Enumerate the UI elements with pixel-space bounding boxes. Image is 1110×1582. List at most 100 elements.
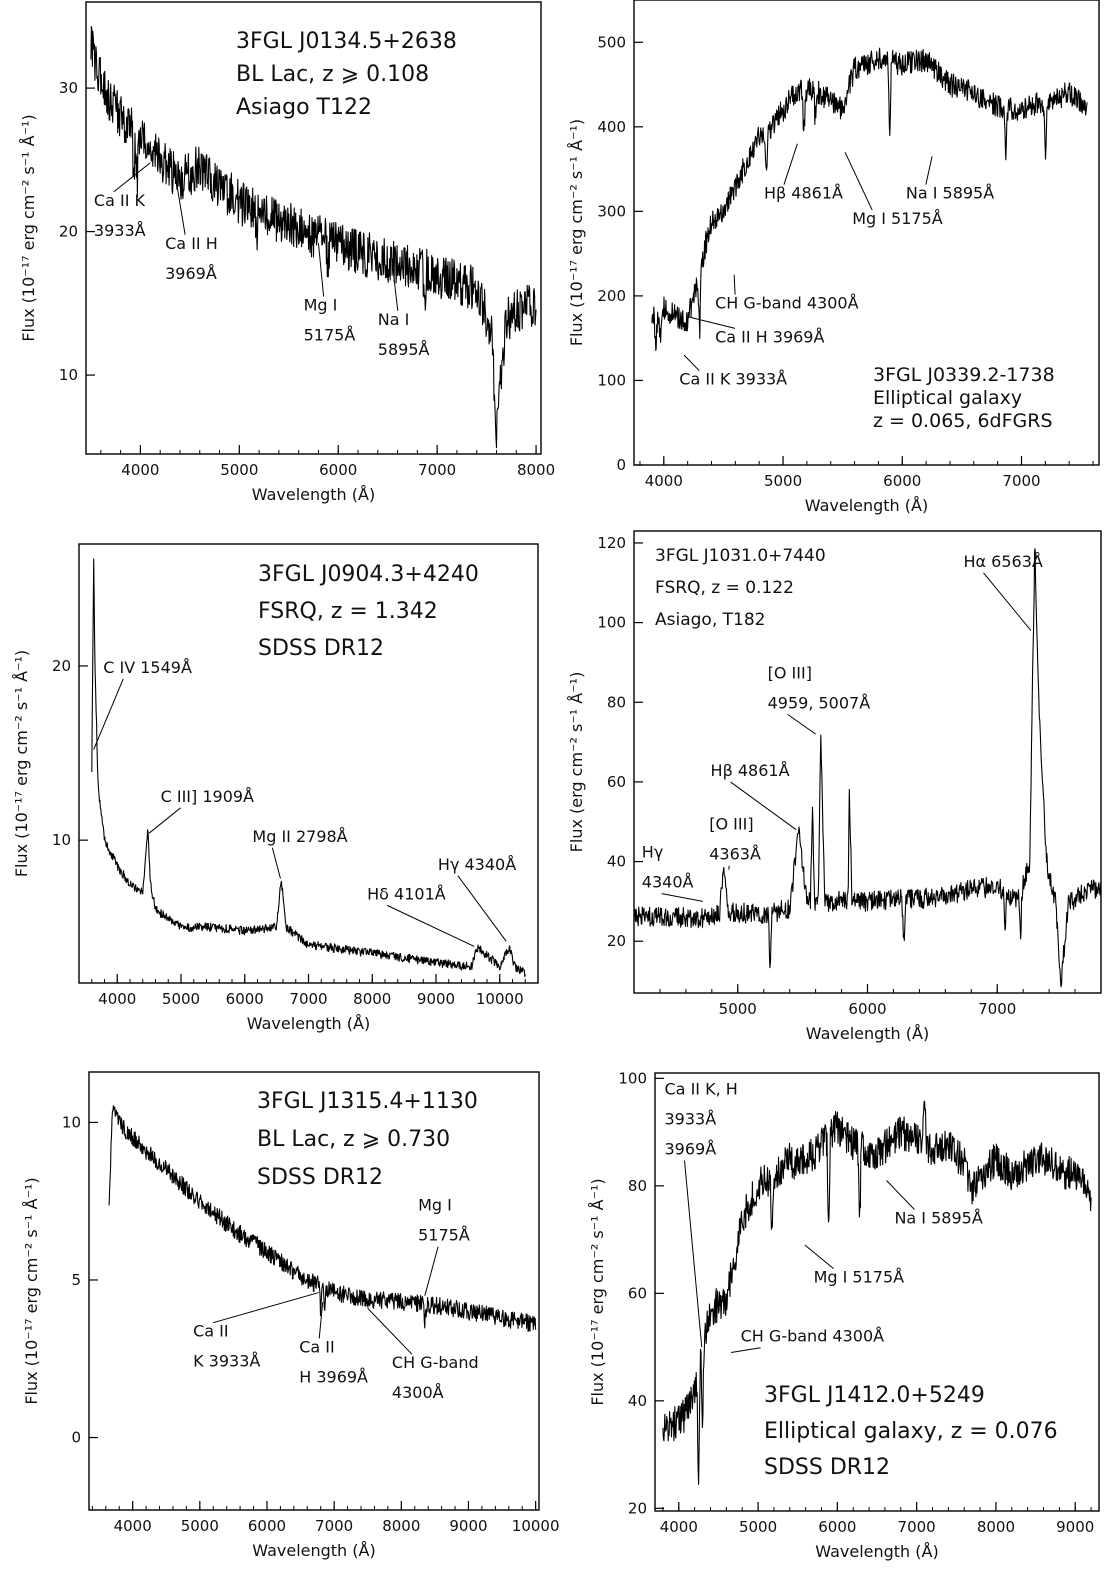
info-line-1: 3FGL J0339.2-1738	[873, 364, 1055, 386]
annotation-label: [O III]	[768, 663, 812, 682]
info-line-3: Asiago, T182	[655, 610, 765, 630]
y-tick-label: 10	[59, 366, 78, 384]
x-axis-label: Wavelength (Å)	[815, 1542, 938, 1561]
x-tick-label: 7000	[289, 990, 327, 1008]
annotation-label: Mg I	[304, 296, 338, 315]
info-line-3: z = 0.065, 6dFGRS	[873, 410, 1053, 432]
annotation-label: 5895Å	[378, 340, 430, 359]
y-tick-label: 200	[597, 287, 626, 305]
y-tick-label: 300	[597, 202, 626, 220]
y-axis-label: Flux (erg cm⁻² s⁻¹ Å⁻¹)	[567, 672, 586, 853]
annotation-leader	[805, 1245, 834, 1269]
annotation-label: 4959, 5007Å	[768, 693, 871, 712]
y-tick-label: 80	[628, 1177, 647, 1195]
info-line-2: FSRQ, z = 0.122	[655, 578, 794, 598]
annotation-label: Mg I 5175Å	[852, 209, 943, 228]
x-tick-label: 10000	[476, 990, 524, 1008]
annotation-label: CH G-band	[392, 1353, 479, 1372]
annotation-label: 4300Å	[392, 1383, 444, 1402]
x-tick-label: 6000	[248, 1517, 286, 1535]
panel-6: 4000 5000 6000 7000 8000 900020406080100Wavel…	[588, 1069, 1099, 1561]
annotation-label: 3969Å	[665, 1139, 717, 1158]
x-tick-label: 7000	[978, 1000, 1016, 1018]
y-tick-label: 10	[62, 1113, 81, 1131]
annotation-leader	[983, 573, 1030, 631]
x-tick-label: 9000	[449, 1517, 487, 1535]
annotation-label: Na I	[378, 310, 410, 329]
annotation-label: Hβ 4861Å	[764, 184, 843, 203]
y-tick-label: 100	[618, 1069, 647, 1087]
info-line-3: SDSS DR12	[764, 1455, 890, 1480]
plot-frame	[655, 1073, 1099, 1511]
annotation-label: Na I 5895Å	[906, 184, 994, 203]
x-tick-label: 6000	[319, 461, 357, 479]
y-tick-label: 60	[628, 1284, 647, 1302]
y-tick-label: 20	[607, 932, 626, 950]
x-axis-label: Wavelength (Å)	[252, 485, 375, 504]
annotation-leader	[425, 1247, 438, 1296]
x-tick-label: 10000	[512, 1517, 560, 1535]
y-tick-label: 10	[52, 831, 71, 849]
y-axis-label: Flux (10⁻¹⁷ erg cm⁻² s⁻¹ Å⁻¹)	[588, 1178, 607, 1405]
annotation-label: 3933Å	[665, 1109, 717, 1128]
x-tick-label: 6000	[226, 990, 264, 1008]
annotation-label: Ca II K	[94, 191, 146, 210]
panel-2: 4000 5000 6000 70000100200300400500Waveleng…	[567, 0, 1099, 515]
annotation-label: Hβ 4861Å	[711, 761, 790, 780]
x-tick-label: 8000	[353, 990, 391, 1008]
y-tick-label: 40	[628, 1392, 647, 1410]
info-line-2: FSRQ, z = 1.342	[258, 599, 438, 624]
annotation-label: Ca II K 3933Å	[679, 370, 787, 389]
x-tick-label: 4000	[121, 461, 159, 479]
annotation-label: CH G-band 4300Å	[715, 294, 859, 313]
annotation-leader	[368, 1308, 412, 1354]
annotation-label: Ca II	[299, 1337, 335, 1356]
y-tick-label: 20	[52, 657, 71, 675]
annotation-label: 4340Å	[642, 873, 694, 892]
info-line-1: 3FGL J0134.5+2638	[236, 29, 457, 54]
y-tick-label: 20	[628, 1499, 647, 1517]
annotation-label: Ca II K, H	[665, 1079, 738, 1098]
info-line-1: 3FGL J1412.0+5249	[764, 1383, 985, 1408]
x-tick-label: 7000	[418, 461, 456, 479]
y-tick-label: 5	[71, 1271, 81, 1289]
y-axis-label: Flux (10⁻¹⁷ erg cm⁻² s⁻¹ Å⁻¹)	[19, 114, 38, 341]
annotation-leader	[149, 808, 180, 833]
y-tick-label: 0	[71, 1429, 81, 1447]
y-tick-label: 120	[597, 534, 626, 552]
info-line-2: BL Lac, z ⩾ 0.108	[236, 62, 429, 87]
x-tick-label: 6000	[848, 1000, 886, 1018]
annotation-label: K 3933Å	[193, 1352, 260, 1371]
x-axis-label: Wavelength (Å)	[247, 1014, 370, 1033]
info-line-1: 3FGL J1315.4+1130	[257, 1089, 478, 1114]
y-tick-label: 100	[597, 371, 626, 389]
x-tick-label: 4000	[645, 472, 683, 490]
annotation-leader	[213, 1293, 319, 1323]
x-axis-label: Wavelength (Å)	[806, 1024, 929, 1043]
x-tick-label: 9000	[1056, 1518, 1094, 1536]
annotation-leader	[784, 144, 797, 185]
annotation-label: Hγ 4340Å	[438, 855, 516, 874]
annotation-leader	[94, 679, 124, 750]
y-tick-label: 20	[59, 223, 78, 241]
spectrum-line	[91, 27, 536, 448]
annotation-leader	[788, 714, 816, 734]
annotation-label: H 3969Å	[299, 1367, 368, 1386]
x-tick-label: 8000	[382, 1517, 420, 1535]
x-tick-label: 6000	[818, 1518, 856, 1536]
annotation-leader	[731, 1348, 761, 1353]
x-tick-label: 7000	[315, 1517, 353, 1535]
x-axis-label: Wavelength (Å)	[252, 1541, 375, 1560]
annotation-leader	[114, 163, 150, 192]
annotation-label: Mg II 2798Å	[252, 827, 347, 846]
x-tick-label: 5000	[162, 990, 200, 1008]
x-tick-label: 7000	[898, 1518, 936, 1536]
info-line-1: 3FGL J0904.3+4240	[258, 562, 479, 587]
y-tick-label: 80	[607, 693, 626, 711]
x-tick-label: 5000	[181, 1517, 219, 1535]
annotation-label: C III] 1909Å	[161, 787, 254, 806]
x-tick-label: 4000	[660, 1518, 698, 1536]
annotation-label: 4363Å	[709, 845, 761, 864]
y-axis-label: Flux (10⁻¹⁷ erg cm⁻² s⁻¹ Å⁻¹)	[12, 650, 31, 877]
